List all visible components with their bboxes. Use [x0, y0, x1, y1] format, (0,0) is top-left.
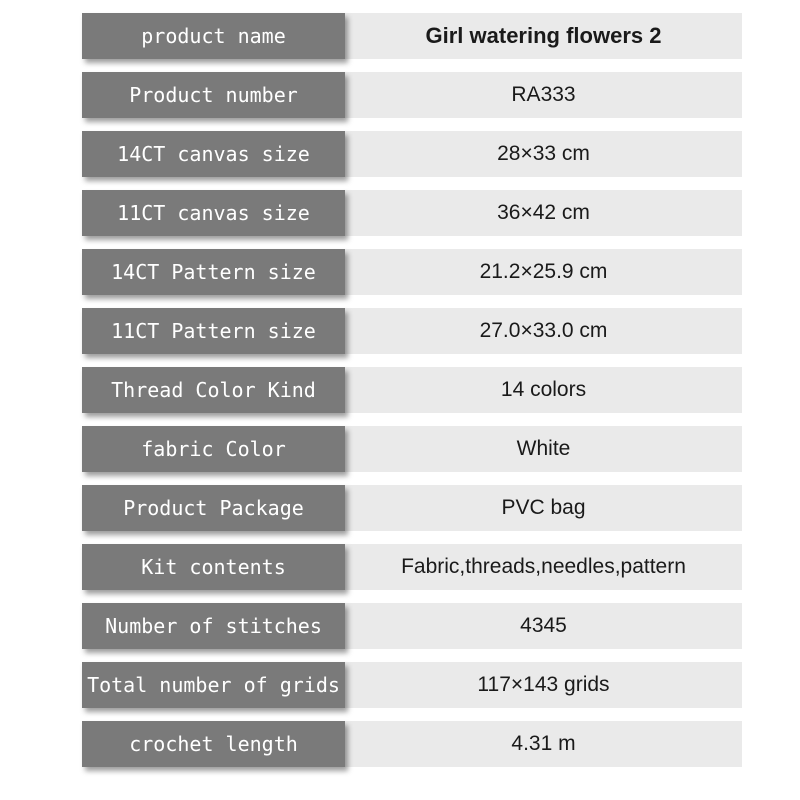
spec-label-14ct-pattern-size: 14CT Pattern size — [82, 249, 345, 295]
table-row: product name Girl watering flowers 2 — [82, 13, 742, 59]
spec-value-14ct-canvas-size: 28×33 cm — [345, 131, 742, 177]
spec-label-total-number-of-grids: Total number of grids — [82, 662, 345, 708]
spec-value-thread-color-kind: 14 colors — [345, 367, 742, 413]
spec-value-kit-contents: Fabric,threads,needles,pattern — [345, 544, 742, 590]
spec-label-crochet-length: crochet length — [82, 721, 345, 767]
spec-value-crochet-length: 4.31 m — [345, 721, 742, 767]
spec-label-product-number: Product number — [82, 72, 345, 118]
spec-label-product-name: product name — [82, 13, 345, 59]
table-row: Kit contents Fabric,threads,needles,patt… — [82, 544, 742, 590]
spec-value-14ct-pattern-size: 21.2×25.9 cm — [345, 249, 742, 295]
spec-label-11ct-canvas-size: 11CT canvas size — [82, 190, 345, 236]
table-row: 14CT canvas size 28×33 cm — [82, 131, 742, 177]
table-row: Product number RA333 — [82, 72, 742, 118]
table-row: 11CT Pattern size 27.0×33.0 cm — [82, 308, 742, 354]
table-row: Number of stitches 4345 — [82, 603, 742, 649]
spec-value-total-number-of-grids: 117×143 grids — [345, 662, 742, 708]
spec-label-fabric-color: fabric Color — [82, 426, 345, 472]
spec-value-11ct-canvas-size: 36×42 cm — [345, 190, 742, 236]
spec-value-11ct-pattern-size: 27.0×33.0 cm — [345, 308, 742, 354]
spec-label-kit-contents: Kit contents — [82, 544, 345, 590]
table-row: crochet length 4.31 m — [82, 721, 742, 767]
table-row: Thread Color Kind 14 colors — [82, 367, 742, 413]
table-row: Product Package PVC bag — [82, 485, 742, 531]
product-spec-table: product name Girl watering flowers 2 Pro… — [82, 13, 742, 767]
spec-label-thread-color-kind: Thread Color Kind — [82, 367, 345, 413]
table-row: Total number of grids 117×143 grids — [82, 662, 742, 708]
table-row: 14CT Pattern size 21.2×25.9 cm — [82, 249, 742, 295]
spec-label-11ct-pattern-size: 11CT Pattern size — [82, 308, 345, 354]
spec-value-number-of-stitches: 4345 — [345, 603, 742, 649]
spec-label-product-package: Product Package — [82, 485, 345, 531]
spec-value-product-name: Girl watering flowers 2 — [345, 13, 742, 59]
spec-value-product-number: RA333 — [345, 72, 742, 118]
table-row: 11CT canvas size 36×42 cm — [82, 190, 742, 236]
spec-label-14ct-canvas-size: 14CT canvas size — [82, 131, 345, 177]
spec-value-fabric-color: White — [345, 426, 742, 472]
spec-value-product-package: PVC bag — [345, 485, 742, 531]
spec-label-number-of-stitches: Number of stitches — [82, 603, 345, 649]
table-row: fabric Color White — [82, 426, 742, 472]
